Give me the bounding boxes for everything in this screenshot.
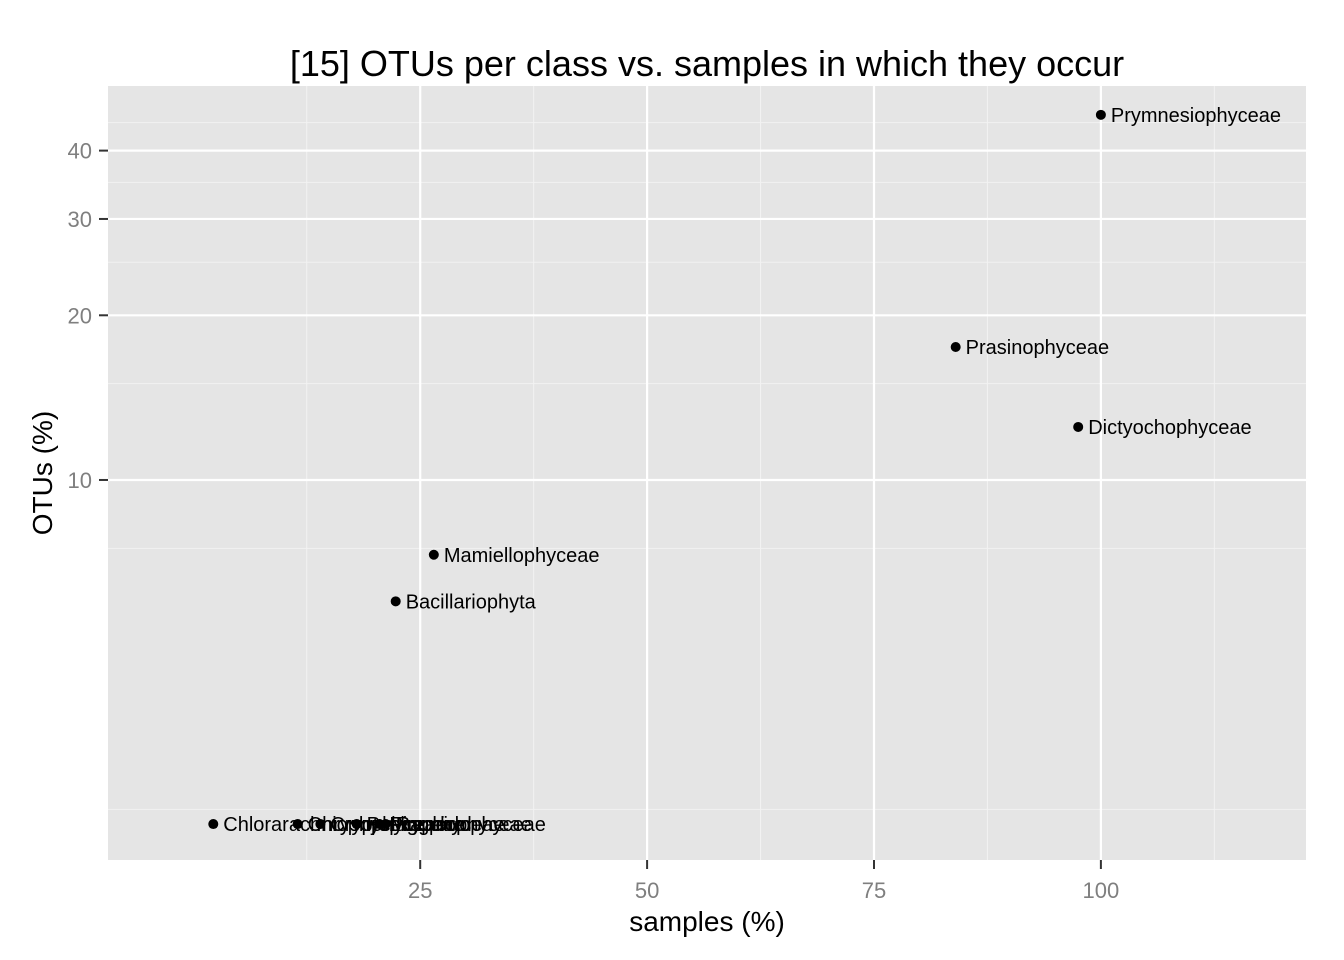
data-point	[208, 819, 219, 830]
y-tick-label: 20	[68, 303, 92, 328]
data-point	[292, 819, 303, 830]
chart-title: [15] OTUs per class vs. samples in which…	[290, 43, 1124, 84]
data-point-label: Raphidophyceae	[396, 814, 546, 836]
data-point	[315, 819, 326, 830]
data-point	[380, 819, 391, 830]
data-point-label: Pelagophyceae	[367, 814, 505, 836]
data-point	[428, 549, 439, 560]
major-grid	[108, 86, 1306, 860]
y-axis-title: OTUs (%)	[27, 411, 58, 535]
data-point-label: Mamiellophyceae	[444, 545, 600, 567]
data-point	[390, 596, 401, 607]
y-tick-label: 10	[68, 468, 92, 493]
plot-panel	[108, 86, 1306, 860]
data-point-label: Prasinophyceae	[966, 337, 1109, 359]
data-point-label: Dictyochophyceae	[1088, 417, 1251, 439]
data-points: Prymnesiophyceae Prasinophyceae Dictyochop…	[208, 105, 1281, 836]
x-axis: 25 50 75 100	[408, 860, 1119, 903]
x-tick-label: 100	[1083, 878, 1120, 903]
data-point-label: Prymnesiophyceae	[1111, 105, 1281, 127]
x-tick-label: 50	[635, 878, 659, 903]
data-point	[950, 342, 961, 353]
x-tick-label: 75	[862, 878, 886, 903]
y-tick-label: 40	[68, 139, 92, 164]
y-tick-label: 30	[68, 207, 92, 232]
data-point	[1073, 421, 1084, 432]
x-axis-title: samples (%)	[629, 906, 785, 937]
data-point-label: Pinguiophyceae	[389, 814, 531, 836]
data-point	[351, 819, 362, 830]
minor-grid	[108, 86, 1306, 860]
data-point-label: Bacillariophyta	[406, 591, 537, 613]
data-point	[1095, 109, 1106, 120]
data-point-label: Cryptophyceae	[330, 814, 465, 836]
y-axis: 10 20 30 40	[68, 139, 108, 493]
x-tick-label: 25	[408, 878, 432, 903]
